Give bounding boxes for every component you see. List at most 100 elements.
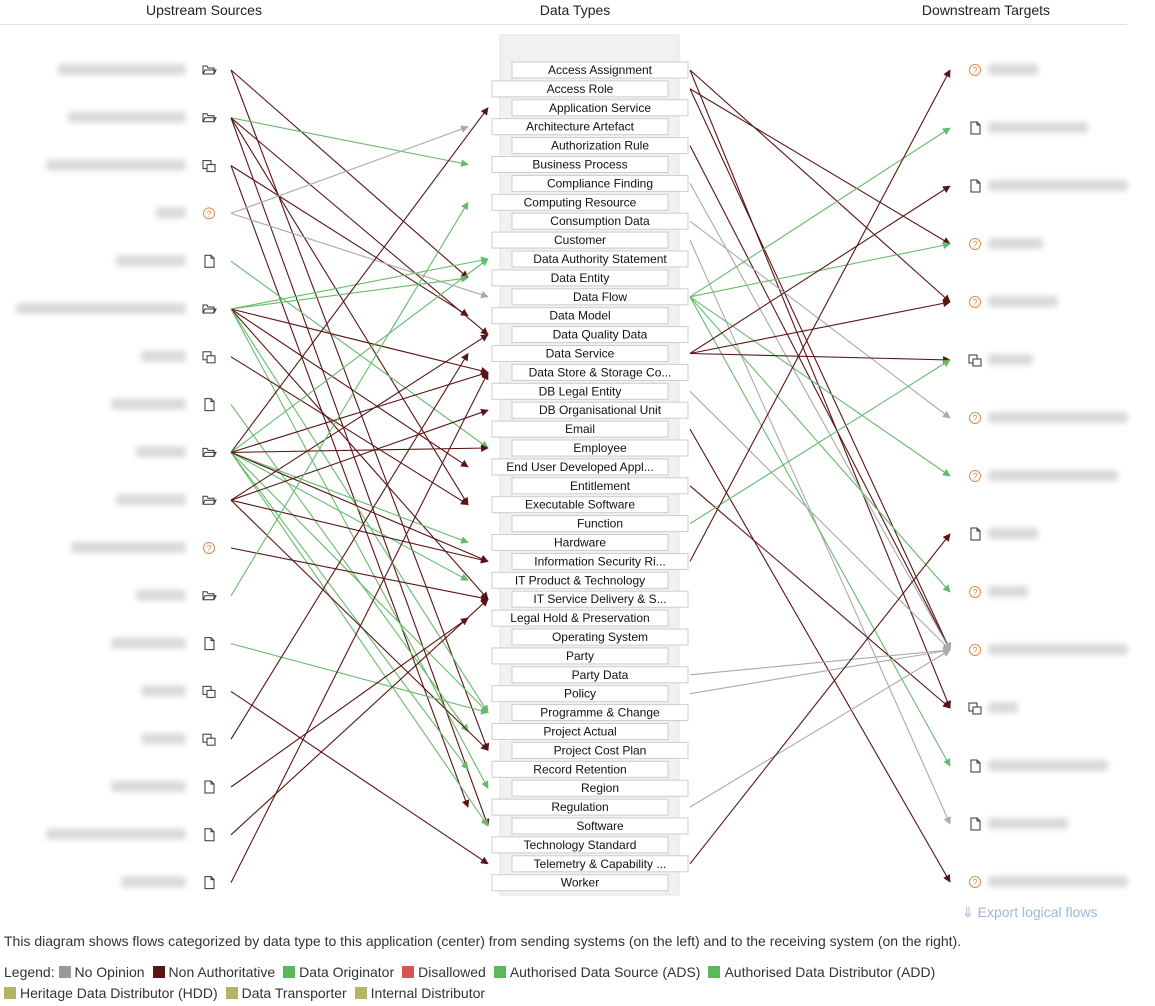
data-type-node[interactable]: Technology Standard [491, 836, 669, 854]
data-type-node[interactable]: Operating System [511, 628, 689, 646]
data-type-node[interactable]: Telemetry & Capability ... [511, 855, 689, 873]
data-type-node[interactable]: Party [491, 647, 669, 665]
data-type-node[interactable]: Legal Hold & Preservation [491, 609, 669, 627]
upstream-flow-line [230, 165, 470, 808]
data-type-node[interactable]: Project Cost Plan [511, 741, 689, 759]
data-type-node[interactable]: Customer [491, 231, 669, 249]
upstream-source-node[interactable] [68, 111, 217, 123]
data-type-node[interactable]: Party Data [511, 666, 689, 684]
data-type-node[interactable]: Data Authority Statement [511, 250, 689, 268]
data-type-node[interactable]: Worker [491, 874, 669, 892]
data-type-node[interactable]: Consumption Data [511, 212, 689, 230]
data-type-node[interactable]: Information Security Ri... [511, 552, 689, 570]
downstream-target-node[interactable]: ? [969, 64, 1039, 76]
downstream-flow-line [689, 296, 951, 477]
upstream-source-node[interactable] [116, 254, 215, 268]
downstream-target-node[interactable]: ? [969, 412, 1129, 424]
data-type-node[interactable]: Data Store & Storage Co... [511, 363, 689, 381]
data-type-node[interactable]: Data Service [491, 345, 669, 362]
downstream-target-name-redacted [988, 354, 1033, 365]
data-type-label: Hardware [554, 536, 606, 550]
downstream-target-node[interactable] [968, 702, 1018, 715]
data-type-node[interactable]: Data Quality Data [511, 326, 689, 344]
data-type-node[interactable]: Data Flow [511, 288, 689, 306]
downstream-target-node[interactable] [970, 121, 1088, 135]
data-type-box [491, 269, 669, 287]
data-type-node[interactable]: Employee [511, 439, 689, 457]
data-type-box [511, 779, 689, 797]
data-type-node[interactable]: Regulation [491, 798, 669, 816]
data-type-node[interactable]: Authorization Rule [511, 137, 689, 155]
data-type-node[interactable]: Entitlement [511, 477, 689, 495]
data-type-node[interactable]: Access Role [491, 80, 669, 98]
data-type-node[interactable]: Record Retention [491, 760, 669, 778]
upstream-source-node[interactable] [111, 780, 215, 794]
upstream-source-node[interactable] [46, 159, 216, 173]
data-type-node[interactable]: Computing Resource [491, 193, 669, 211]
data-type-box [511, 741, 689, 759]
data-type-box [511, 439, 689, 457]
upstream-source-node[interactable] [16, 303, 217, 314]
upstream-source-node[interactable] [141, 733, 216, 746]
downstream-target-node[interactable] [970, 817, 1068, 831]
upstream-source-node[interactable] [136, 446, 217, 458]
upstream-flow-line [230, 258, 489, 453]
data-type-node[interactable]: Programme & Change [511, 704, 689, 722]
downstream-target-node[interactable]: ? [969, 238, 1044, 250]
data-type-node[interactable]: Executable Software [491, 496, 669, 514]
upstream-source-node[interactable] [46, 828, 215, 842]
data-type-node[interactable]: Data Entity [491, 269, 669, 287]
downstream-target-node[interactable]: ? [969, 470, 1119, 482]
copy-icon [968, 702, 982, 715]
downstream-target-node[interactable] [968, 354, 1033, 367]
upstream-source-node[interactable] [141, 350, 216, 364]
downstream-target-node[interactable]: ? [969, 644, 1129, 656]
upstream-source-node[interactable] [111, 637, 215, 651]
upstream-source-node[interactable] [58, 64, 217, 75]
upstream-source-node[interactable] [111, 398, 215, 412]
upstream-flow-line [230, 356, 469, 506]
upstream-source-node[interactable] [121, 876, 215, 890]
downstream-target-node[interactable]: ? [969, 296, 1059, 308]
data-type-node[interactable]: IT Product & Technology [491, 571, 669, 589]
export-logical-flows-link[interactable]: ⇓ Export logical flows [962, 904, 1098, 920]
upstream-source-name-redacted [71, 542, 186, 553]
upstream-source-name-redacted [116, 494, 186, 506]
upstream-source-node[interactable] [136, 589, 217, 601]
data-type-node[interactable]: Access Assignment [511, 61, 689, 79]
data-type-box [491, 836, 669, 854]
data-type-node[interactable]: Email [491, 420, 669, 438]
svg-text:?: ? [206, 209, 211, 219]
data-type-node[interactable]: Software [511, 817, 689, 835]
data-type-node[interactable]: Application Service [511, 99, 689, 117]
legend-item: Data Originator [283, 962, 394, 983]
data-type-node[interactable]: Data Model [491, 307, 669, 325]
downstream-target-node[interactable]: ? [969, 586, 1029, 598]
data-type-node[interactable]: Function [511, 515, 689, 533]
upstream-source-node[interactable] [116, 494, 217, 506]
downstream-target-node[interactable] [970, 179, 1128, 193]
data-type-node[interactable]: Compliance Finding [511, 174, 689, 192]
data-type-node[interactable]: Business Process [491, 156, 669, 173]
upstream-source-name-redacted [141, 685, 186, 697]
data-type-node[interactable]: IT Service Delivery & S... [511, 590, 689, 608]
data-type-node[interactable]: Policy [491, 685, 669, 703]
data-type-node[interactable]: Region [511, 779, 689, 797]
legend-item: Internal Distributor [354, 983, 485, 1004]
data-type-node[interactable]: DB Organisational Unit [511, 401, 689, 419]
data-type-label: Email [565, 422, 595, 436]
data-type-node[interactable]: DB Legal Entity [491, 382, 669, 400]
data-type-node[interactable]: Project Actual [491, 723, 669, 740]
data-type-node[interactable]: Architecture Artefact [491, 118, 669, 136]
data-type-node[interactable]: End User Developed Appl... [491, 458, 669, 476]
upstream-source-name-redacted [121, 876, 186, 888]
downstream-target-node[interactable]: ? [969, 876, 1129, 888]
downstream-target-node[interactable] [970, 759, 1108, 773]
upstream-source-node[interactable] [141, 685, 216, 698]
downstream-target-node[interactable] [970, 527, 1038, 541]
svg-text:?: ? [972, 66, 977, 76]
upstream-source-node[interactable]: ? [71, 542, 215, 554]
data-type-label: Data Service [546, 347, 615, 361]
upstream-source-node[interactable]: ? [156, 207, 215, 220]
data-type-node[interactable]: Hardware [491, 534, 669, 551]
